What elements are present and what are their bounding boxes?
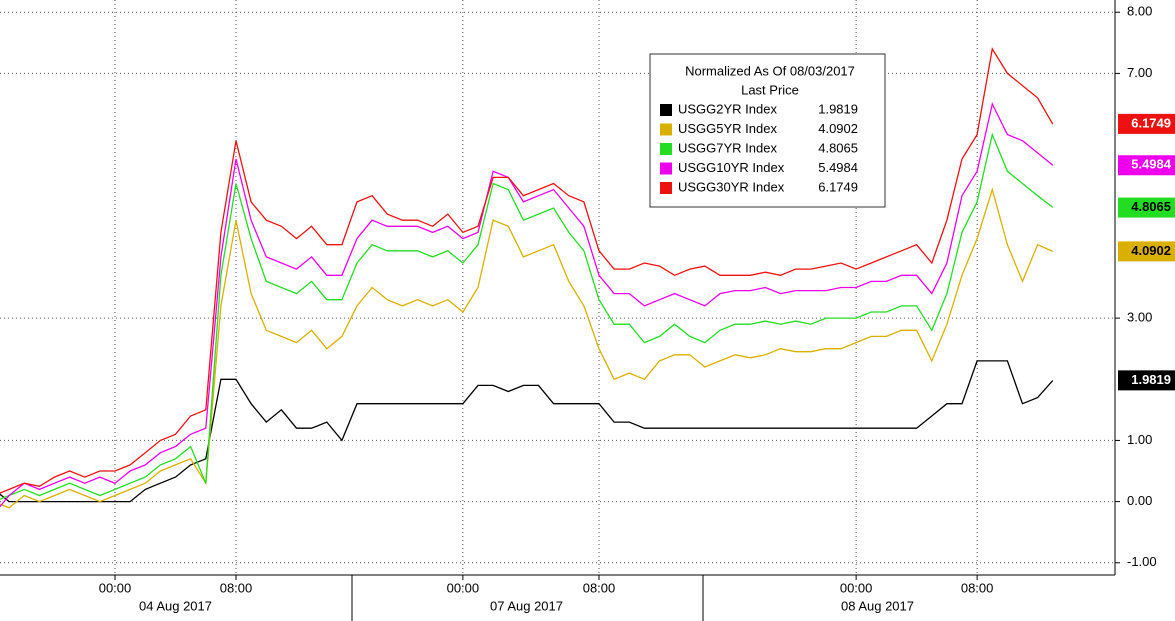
legend-label: USGG5YR Index bbox=[678, 121, 777, 136]
legend-swatch bbox=[660, 104, 672, 116]
legend-value: 4.0902 bbox=[818, 121, 858, 136]
y-tick-label: 8.00 bbox=[1127, 4, 1152, 19]
last-price-tag bbox=[1118, 241, 1175, 262]
legend: Normalized As Of 08/03/2017 Last Price U… bbox=[649, 53, 886, 208]
legend-swatch bbox=[660, 182, 672, 194]
legend-subtitle: Last Price bbox=[741, 82, 799, 97]
legend-swatch bbox=[660, 123, 672, 136]
last-price-label: 6.1749 bbox=[1131, 115, 1171, 130]
series-line bbox=[0, 47, 1054, 494]
legend-label: USGG2YR Index bbox=[678, 101, 777, 116]
y-tick-label: 0.00 bbox=[1127, 493, 1152, 508]
legend-value: 4.8065 bbox=[818, 140, 858, 155]
last-price-tag bbox=[1118, 113, 1175, 134]
series-line bbox=[0, 360, 1054, 503]
legend-swatch bbox=[660, 143, 672, 155]
x-tick-label: 00:00 bbox=[99, 580, 132, 595]
last-price-tags: 1.9819 4.0902 4.8065 5.4984 6.1749 bbox=[1118, 113, 1175, 391]
legend-swatch bbox=[660, 162, 672, 175]
last-price-tag bbox=[1118, 155, 1175, 176]
legend-value: 5.4984 bbox=[818, 160, 858, 175]
y-tick-label: -1.00 bbox=[1127, 554, 1157, 569]
series-line bbox=[0, 102, 1054, 508]
y-tick-label: 1.00 bbox=[1127, 432, 1152, 447]
legend-label: USGG10YR Index bbox=[678, 160, 785, 175]
x-tick-label: 00:00 bbox=[447, 580, 480, 595]
x-tick-label: 00:00 bbox=[840, 580, 873, 595]
series-line bbox=[0, 187, 1054, 509]
x-tick-label: 08:00 bbox=[220, 580, 253, 595]
grid: -1.00 0.00 1.00 3.00 7.00 8.00 00:00 08:00 00:00… bbox=[0, 0, 1157, 613]
plot-area bbox=[0, 47, 1054, 509]
x-tick-label: 08:00 bbox=[961, 580, 994, 595]
date-label: 04 Aug 2017 bbox=[139, 598, 212, 613]
last-price-label: 1.9819 bbox=[1131, 372, 1171, 387]
legend-value: 6.1749 bbox=[818, 179, 858, 194]
y-tick-label: 3.00 bbox=[1127, 310, 1152, 325]
legend-title: Normalized As Of 08/03/2017 bbox=[685, 63, 855, 78]
last-price-label: 5.4984 bbox=[1131, 157, 1172, 172]
date-label: 08 Aug 2017 bbox=[841, 598, 914, 613]
last-price-label: 4.0902 bbox=[1131, 243, 1171, 258]
date-label: 07 Aug 2017 bbox=[490, 598, 563, 613]
legend-label: USGG30YR Index bbox=[678, 179, 785, 194]
legend-label: USGG7YR Index bbox=[678, 140, 777, 155]
legend-value: 1.9819 bbox=[818, 101, 858, 116]
legend-box bbox=[649, 53, 886, 208]
last-price-tag bbox=[1118, 197, 1175, 218]
y-tick-label: 7.00 bbox=[1127, 65, 1152, 80]
x-tick-label: 08:00 bbox=[583, 580, 616, 595]
last-price-label: 4.8065 bbox=[1131, 199, 1171, 214]
last-price-tag bbox=[1118, 370, 1175, 391]
series-line bbox=[0, 132, 1054, 500]
